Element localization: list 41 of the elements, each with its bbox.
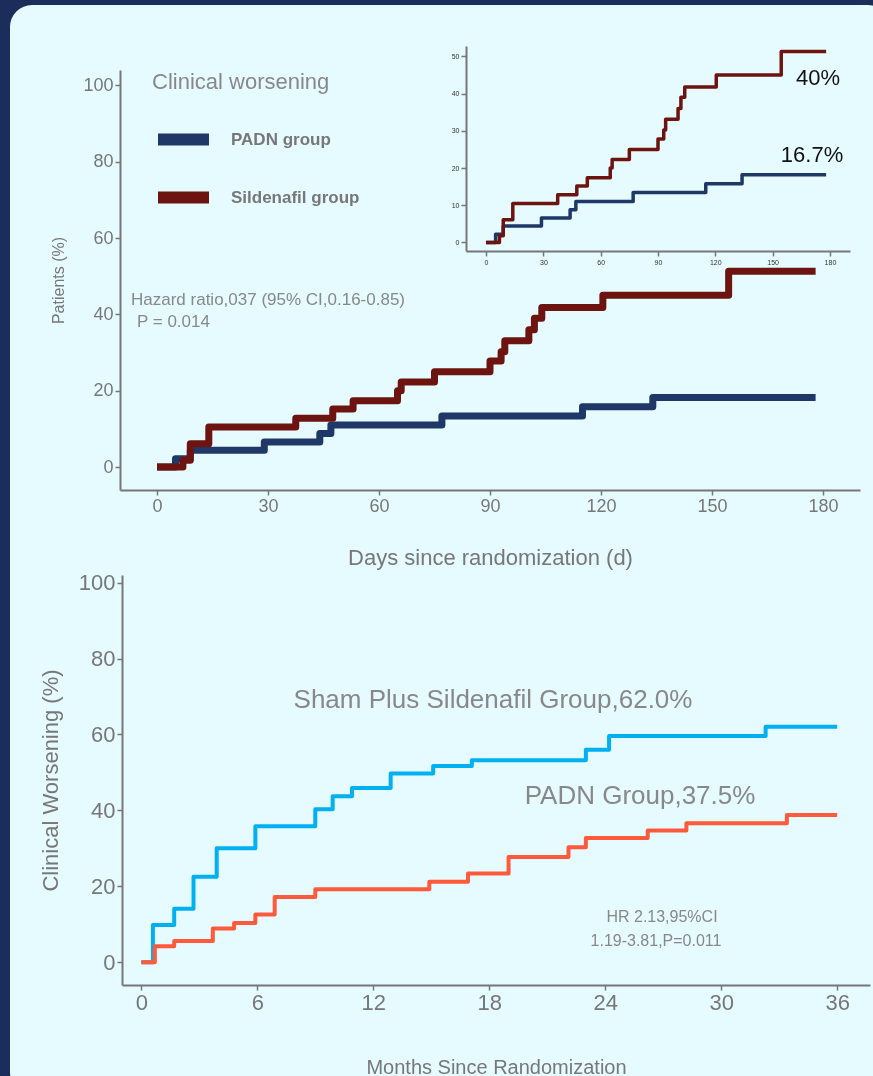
- y-axis-title: Clinical Worsening (%): [37, 669, 63, 892]
- x-tick-label: 90: [480, 495, 501, 516]
- y-tick-label: 20: [93, 380, 114, 401]
- y-axis-title: Patients (%): [50, 236, 68, 325]
- x-tick-label: 60: [369, 495, 390, 516]
- y-tick-label: 80: [91, 646, 116, 672]
- x-axis-title: Months Since Randomization: [366, 1055, 627, 1076]
- y-tick-label: 0: [103, 456, 114, 477]
- annotation: HR 2.13,95%CI: [606, 908, 718, 925]
- x-tick-label: 30: [258, 495, 279, 516]
- annotation: 40%: [795, 65, 841, 90]
- x-tick-label: 6: [251, 989, 264, 1015]
- y-tick-label: 0: [103, 949, 116, 975]
- x-tick-label: 0: [152, 495, 163, 516]
- annotation: Sham Plus Sildenafil Group,62.0%: [293, 684, 693, 714]
- x-tick-label: 12: [361, 989, 387, 1015]
- x-tick-label: 30: [709, 989, 734, 1015]
- y-tick-label: 60: [91, 721, 116, 747]
- annotation: PADN Group,37.5%: [524, 780, 756, 810]
- x-tick-label: 180: [808, 495, 839, 516]
- x-tick-label: 36: [825, 989, 850, 1015]
- y-tick-label: 100: [83, 74, 114, 95]
- y-tick-label: 60: [93, 227, 114, 248]
- y-tick-label: 100: [78, 570, 116, 596]
- x-tick-label: 150: [697, 495, 728, 516]
- x-tick-label: 24: [593, 989, 618, 1015]
- annotation: 1.19-3.81,P=0.011: [590, 932, 722, 949]
- y-tick-label: 40: [91, 797, 116, 823]
- x-tick-label: 18: [477, 989, 502, 1015]
- x-tick-label: 0: [135, 989, 148, 1015]
- x-axis-title: Days since randomization (d): [348, 544, 633, 570]
- annotation: 16.7%: [780, 142, 844, 167]
- legend-title: Clinical worsening: [152, 69, 330, 94]
- annotation: P = 0.014: [137, 312, 210, 331]
- legend-label: PADN group: [231, 129, 331, 149]
- y-tick-label: 80: [93, 151, 114, 172]
- annotation: Hazard ratio,037 (95% CI,0.16-0.85): [131, 290, 406, 309]
- y-tick-label: 20: [91, 873, 116, 899]
- y-tick-label: 40: [93, 303, 114, 324]
- x-tick-label: 120: [586, 495, 617, 516]
- legend-label: Sildenafil group: [231, 187, 360, 207]
